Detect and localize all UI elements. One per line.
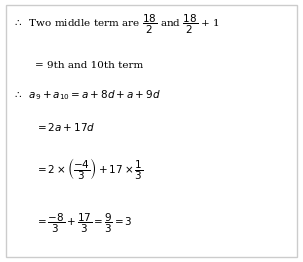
Text: $= 2a + 17d$: $= 2a + 17d$ xyxy=(35,121,95,133)
Text: $\therefore\;$ Two middle term are $\dfrac{18}{2}$ and $\dfrac{18}{2}$ + 1: $\therefore\;$ Two middle term are $\dfr… xyxy=(12,13,220,36)
Text: $= \dfrac{-8}{3} + \dfrac{17}{3} = \dfrac{9}{3} = 3$: $= \dfrac{-8}{3} + \dfrac{17}{3} = \dfra… xyxy=(35,211,133,235)
Text: $\therefore\;$ $a_9 + a_{10} = a + 8d + a + 9d$: $\therefore\;$ $a_9 + a_{10} = a + 8d + … xyxy=(12,88,161,102)
Text: = 9th and 10th term: = 9th and 10th term xyxy=(35,61,143,70)
Text: $= 2 \times \left(\dfrac{-4}{3}\right) + 17 \times \dfrac{1}{3}$: $= 2 \times \left(\dfrac{-4}{3}\right) +… xyxy=(35,156,144,182)
